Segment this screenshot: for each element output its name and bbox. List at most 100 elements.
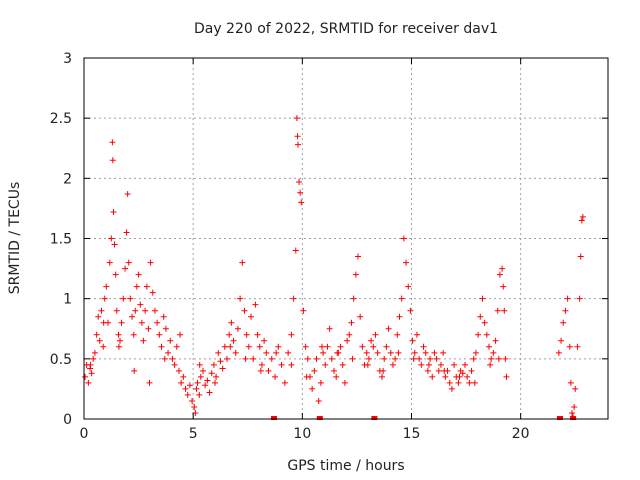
- data-point: [131, 367, 138, 374]
- data-point: [320, 349, 327, 356]
- data-point: [350, 295, 357, 302]
- y-tick-label: 1: [63, 292, 72, 308]
- data-point: [130, 331, 137, 338]
- data-point: [496, 271, 503, 278]
- data-point: [196, 361, 203, 368]
- data-point: [242, 355, 249, 362]
- data-point: [364, 361, 371, 368]
- data-point: [268, 355, 275, 362]
- data-point: [109, 157, 116, 164]
- y-tick-label: 2.5: [50, 111, 72, 127]
- x-tick-label: 15: [403, 426, 421, 442]
- data-point: [446, 379, 453, 386]
- data-point: [483, 331, 490, 338]
- data-point: [143, 283, 150, 290]
- data-point: [564, 295, 571, 302]
- x-tick-label: 0: [80, 426, 89, 442]
- data-point: [578, 217, 585, 224]
- data-point: [138, 319, 145, 326]
- data-point: [281, 379, 288, 386]
- data-point: [91, 349, 98, 356]
- data-point: [448, 385, 455, 392]
- data-point: [475, 331, 482, 338]
- data-point: [442, 373, 449, 380]
- data-point: [461, 361, 468, 368]
- data-point: [370, 343, 377, 350]
- gridlines: [84, 58, 608, 419]
- data-point: [334, 349, 341, 356]
- data-point: [285, 349, 292, 356]
- y-axis-ticks: 0 0.5 1 1.5 2 2.5 3: [50, 51, 608, 428]
- data-point: [278, 361, 285, 368]
- data-point: [298, 199, 305, 206]
- data-point: [146, 379, 153, 386]
- data-point: [219, 365, 226, 372]
- data-point: [173, 343, 180, 350]
- data-point: [124, 190, 131, 197]
- data-point: [348, 319, 355, 326]
- data-point: [288, 361, 295, 368]
- data-point: [481, 319, 488, 326]
- data-point: [202, 382, 209, 389]
- data-point: [132, 307, 139, 314]
- data-point: [392, 355, 399, 362]
- data-point: [472, 349, 479, 356]
- data-point: [456, 373, 463, 380]
- data-point: [501, 307, 508, 314]
- data-point: [110, 209, 117, 216]
- data-point: [100, 343, 107, 350]
- data-point: [495, 355, 502, 362]
- data-point: [224, 355, 231, 362]
- zero-marker: [270, 416, 277, 420]
- data-point: [413, 331, 420, 338]
- y-tick-label: 3: [63, 51, 72, 67]
- data-point: [197, 373, 204, 380]
- data-point: [275, 343, 282, 350]
- data-point: [455, 379, 462, 386]
- chart-title: Day 220 of 2022, SRMTID for receiver dav…: [194, 21, 498, 37]
- data-point: [296, 178, 303, 185]
- data-point: [272, 373, 279, 380]
- data-point: [566, 343, 573, 350]
- data-point: [106, 259, 113, 266]
- data-point: [167, 337, 174, 344]
- data-point: [324, 343, 331, 350]
- data-point: [204, 377, 211, 384]
- data-point: [313, 355, 320, 362]
- data-point: [98, 307, 105, 314]
- data-point: [180, 373, 187, 380]
- data-point: [101, 295, 108, 302]
- data-point: [256, 343, 263, 350]
- data-point: [125, 259, 132, 266]
- data-point: [230, 337, 237, 344]
- data-point: [177, 331, 184, 338]
- zero-marker: [371, 416, 378, 420]
- data-point: [232, 349, 239, 356]
- data-point: [304, 355, 311, 362]
- data-point: [577, 253, 584, 260]
- data-point: [571, 403, 578, 410]
- data-point: [396, 313, 403, 320]
- data-point: [437, 361, 444, 368]
- data-point: [109, 139, 116, 146]
- data-point: [300, 307, 307, 314]
- data-point: [156, 331, 163, 338]
- data-point: [118, 319, 125, 326]
- data-point: [374, 349, 381, 356]
- data-point: [133, 283, 140, 290]
- data-point: [103, 283, 110, 290]
- data-point: [261, 337, 268, 344]
- y-tick-label: 0: [63, 412, 72, 428]
- data-point: [137, 301, 144, 308]
- data-point: [403, 259, 410, 266]
- data-point: [389, 361, 396, 368]
- data-point: [241, 307, 248, 314]
- data-point: [494, 307, 501, 314]
- data-point: [328, 355, 335, 362]
- data-point: [123, 229, 130, 236]
- data-point: [189, 397, 196, 404]
- data-point: [297, 189, 304, 196]
- data-point: [317, 379, 324, 386]
- data-point: [355, 253, 362, 260]
- data-point: [503, 373, 510, 380]
